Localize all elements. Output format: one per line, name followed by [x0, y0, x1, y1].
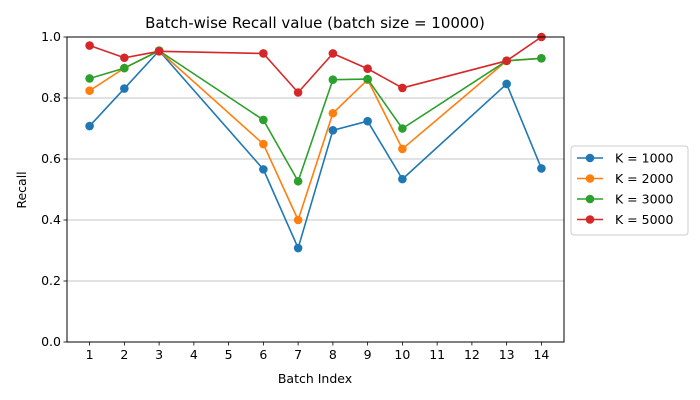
data-point	[502, 56, 511, 66]
series-line-1	[89, 49, 543, 249]
series-line-3	[89, 49, 542, 183]
legend: K = 1000 K = 2000 K = 3000 K = 5000	[570, 145, 689, 236]
data-point	[328, 49, 338, 58]
series-line-2	[89, 49, 542, 221]
data-point	[85, 74, 94, 83]
x-tick-label: 2	[120, 347, 128, 362]
y-tick-label: 0.0	[41, 334, 61, 349]
x-tick-label: 13	[499, 347, 515, 362]
data-point	[398, 83, 407, 93]
data-point	[363, 116, 372, 126]
axis-ticks: 0.00.20.40.60.81.01 2 3 4 5 6 7 8 9 10 11 12 13 14	[41, 29, 549, 362]
data-point	[537, 54, 546, 63]
data-point	[85, 41, 94, 50]
legend-marker-2	[585, 174, 595, 183]
legend-marker-3	[585, 194, 595, 204]
x-tick-label: 11	[429, 347, 445, 362]
data-point	[259, 139, 268, 149]
x-tick-label: 5	[225, 347, 233, 362]
data-point	[293, 88, 303, 97]
x-tick-label: 8	[329, 347, 337, 362]
data-point	[293, 243, 303, 253]
y-tick-label: 0.8	[41, 90, 61, 105]
data-point	[398, 144, 407, 154]
legend-label-2: K = 2000	[615, 171, 673, 186]
data-point	[85, 86, 94, 95]
data-point	[398, 124, 407, 133]
legend-marker-4	[585, 215, 595, 224]
legend-label-1: K = 1000	[615, 151, 673, 166]
x-tick-label: 4	[190, 347, 198, 362]
data-point	[259, 115, 268, 125]
legend-box	[570, 145, 689, 236]
series-lines	[85, 32, 546, 253]
x-tick-label: 1	[86, 347, 94, 362]
data-point	[120, 84, 129, 93]
chart-title: Batch-wise Recall value (batch size = 10…	[145, 14, 485, 32]
data-point	[328, 126, 338, 135]
legend-label-3: K = 3000	[615, 192, 673, 207]
x-tick-label: 12	[464, 347, 480, 362]
y-tick-label: 1.0	[41, 29, 61, 44]
data-point	[259, 165, 268, 174]
legend-label-4: K = 5000	[615, 212, 673, 227]
data-point	[85, 121, 94, 131]
legend-marker-1	[585, 153, 595, 163]
data-point	[537, 164, 546, 173]
data-point	[120, 53, 129, 63]
y-tick-label: 0.2	[41, 273, 61, 288]
data-point	[328, 108, 338, 118]
x-tick-label: 14	[533, 347, 549, 362]
y-tick-label: 0.4	[41, 212, 61, 227]
y-tick-label: 0.6	[41, 151, 61, 166]
x-tick-label: 10	[394, 347, 410, 362]
x-tick-label: 3	[155, 347, 163, 362]
series-line-4	[89, 36, 542, 94]
x-tick-label: 6	[259, 347, 267, 362]
data-point	[363, 74, 372, 84]
data-point	[363, 64, 372, 74]
data-point	[259, 49, 268, 58]
x-axis-label: Batch Index	[278, 371, 352, 386]
data-point	[398, 174, 407, 184]
data-point	[293, 176, 303, 186]
y-axis-label: Recall	[14, 171, 29, 208]
data-point	[328, 75, 338, 84]
x-tick-label: 7	[294, 347, 302, 362]
data-point	[502, 79, 511, 89]
data-point	[293, 215, 303, 225]
data-point	[120, 63, 129, 73]
x-tick-label: 9	[364, 347, 372, 362]
data-point	[154, 47, 164, 56]
plot-area-frame	[66, 36, 565, 343]
